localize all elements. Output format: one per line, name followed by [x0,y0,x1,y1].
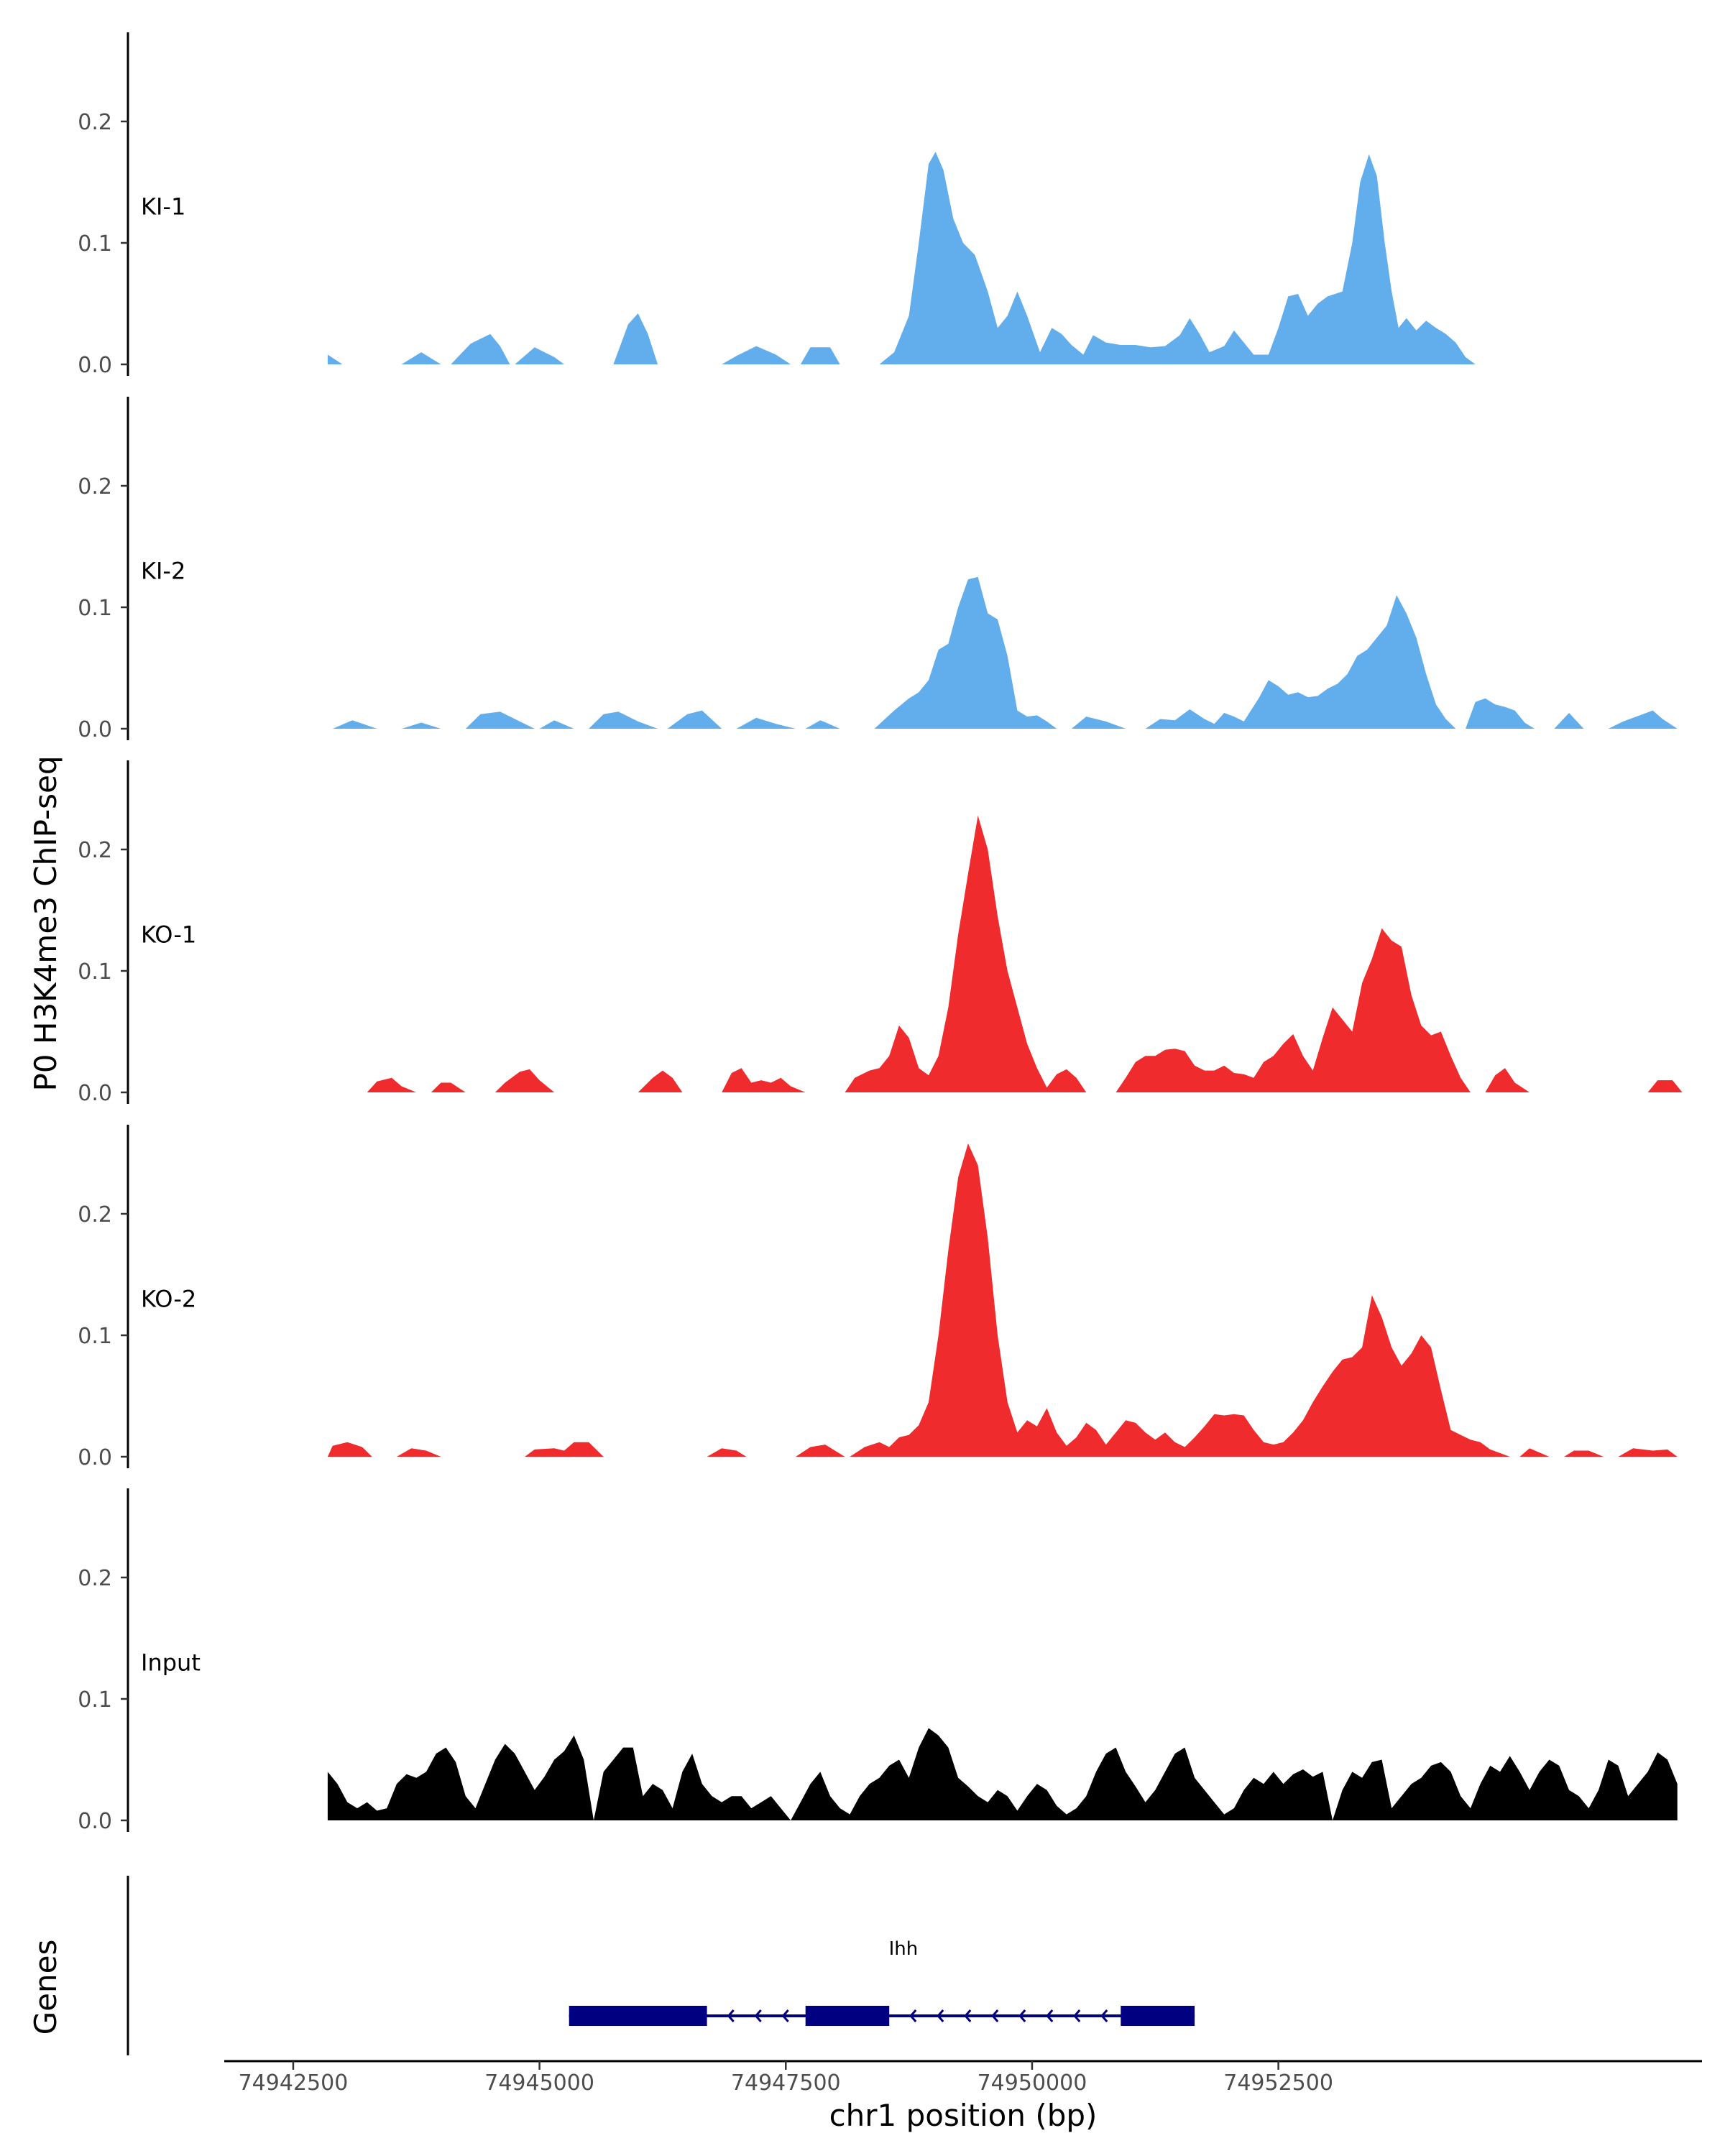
y-tick-label: 0.0 [78,1081,112,1106]
track-ki-1: 0.0 0.1 0.2 KI-1 [78,32,1476,378]
genes-panel: Ihh [126,1876,1195,2055]
strand-chevron [1046,2009,1054,2022]
x-axis: 74942500 74945000 74947500 74950000 74952500 [224,2060,1702,2096]
track-ko-1: 0.0 0.1 0.2 KO-1 [78,760,1683,1106]
y-tick-label: 0.2 [78,474,112,499]
gene-exon [1121,2006,1195,2026]
strand-chevron [937,2009,944,2022]
strand-chevron [781,2009,789,2022]
y-tick-label: 0.1 [78,231,112,257]
genes-axis-title: Genes [28,1940,63,2035]
track-input: 0.0 0.1 0.2 Input [78,1488,1678,1834]
x-axis-title: chr1 position (bp) [829,2098,1098,2133]
strand-chevron [1100,2009,1108,2022]
track-label-ki-1: KI-1 [141,193,185,220]
track-label-ko-1: KO-1 [141,921,196,948]
signal-area-ko-2 [327,1143,1678,1457]
x-tick-label: 74950000 [978,2070,1087,2096]
y-tick-label: 0.1 [78,1324,112,1349]
track-label-ki-2: KI-2 [141,557,185,584]
y-tick-label: 0.0 [78,353,112,378]
gene-exon [805,2006,890,2026]
tracks-group: 0.00.10.2KI-10.00.10.2KI-20.00.10.2KO-10… [78,32,1683,1834]
track-ki-2: 0.0 0.1 0.2 KI-2 [78,397,1678,742]
x-tick-label: 74952500 [1223,2070,1333,2096]
x-tick-label: 74942500 [239,2070,349,2096]
signal-area-ki-2 [332,576,1678,729]
signal-area-input [327,1728,1678,1820]
signal-area-ki-1 [327,152,1476,365]
y-tick-label: 0.2 [78,1202,112,1227]
y-tick-label: 0.0 [78,1445,112,1470]
strand-chevron [754,2009,762,2022]
y-tick-label: 0.0 [78,717,112,742]
x-tick-label: 74947500 [731,2070,841,2096]
strand-chevron [964,2009,972,2022]
signal-area-ko-1 [367,815,1683,1092]
y-tick-label: 0.1 [78,1687,112,1713]
strand-chevron [1073,2009,1081,2022]
strand-chevron [991,2009,999,2022]
y-axis-title: P0 H3K4me3 ChIP-seq [28,755,63,1091]
y-tick-label: 0.2 [78,1566,112,1591]
y-tick-label: 0.2 [78,110,112,135]
gene-name-label: Ihh [889,1938,919,1960]
gene-exon [569,2006,707,2026]
y-tick-label: 0.1 [78,596,112,621]
track-ko-2: 0.0 0.1 0.2 KO-2 [78,1125,1678,1470]
strand-chevron [727,2009,735,2022]
strand-chevron [909,2009,917,2022]
x-tick-label: 74945000 [484,2070,594,2096]
track-label-ko-2: KO-2 [141,1285,196,1312]
y-tick-label: 0.0 [78,1809,112,1834]
y-tick-label: 0.2 [78,838,112,863]
y-tick-label: 0.1 [78,959,112,985]
strand-chevron [1018,2009,1026,2022]
track-label-input: Input [141,1649,201,1676]
